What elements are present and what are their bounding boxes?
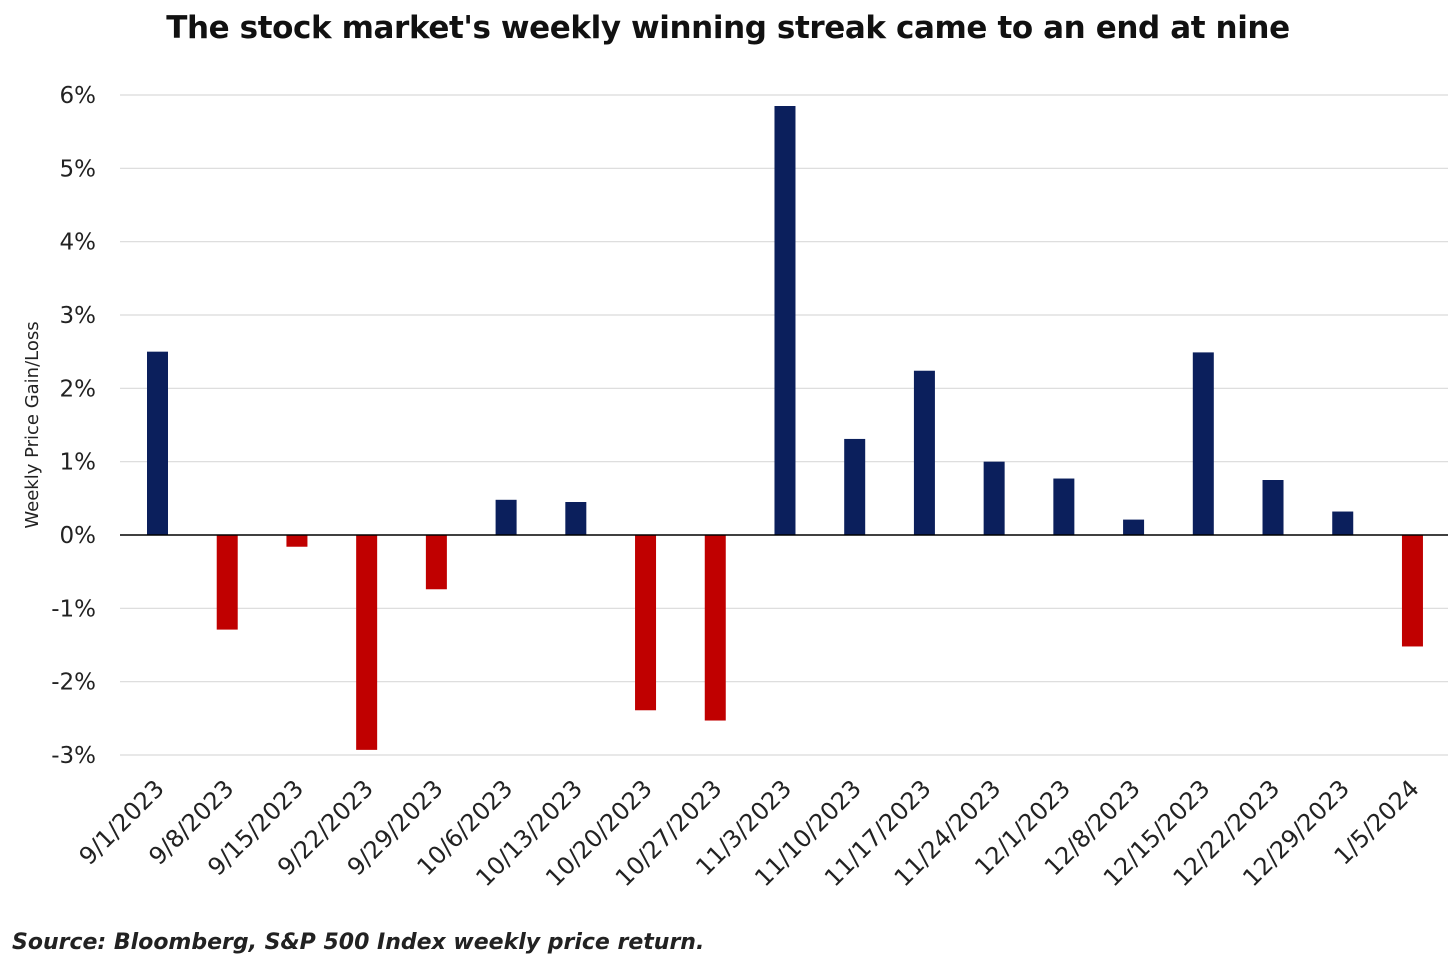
bar [635,535,657,711]
bar [286,535,308,547]
y-tick-label: 1% [60,450,97,476]
bar [1332,511,1354,535]
y-axis-title: Weekly Price Gain/Loss [22,321,43,528]
y-tick-label: 2% [60,376,97,402]
bar [1053,478,1075,535]
bar [565,502,587,535]
y-tick-label: 4% [60,230,97,256]
bar [1123,519,1145,535]
bar [147,351,168,535]
bar [425,535,447,590]
bar [1401,535,1423,647]
y-tick-label: 0% [60,523,97,549]
bar [844,438,866,535]
bar [704,535,726,721]
bar [983,461,1005,535]
bar [774,106,796,535]
x-axis-ticks: 9/1/20239/8/20239/15/20239/22/20239/29/2… [74,774,1425,892]
source-note: Source: Bloomberg, S&P 500 Index weekly … [12,930,705,955]
bar [1192,352,1214,535]
y-tick-label: -1% [51,596,96,622]
y-tick-label: 3% [60,303,97,329]
y-tick-label: 5% [60,156,97,182]
y-tick-label: -2% [51,670,96,696]
bar [216,535,238,630]
bar [913,370,935,535]
chart-title: The stock market's weekly winning streak… [166,10,1290,46]
y-tick-label: -3% [51,743,96,769]
bar [1262,480,1284,535]
y-tick-label: 6% [60,83,97,109]
bar-chart: 6% 5% 4% 3% 2% 1% 0% -1% -2% -3% 9/1/20239/8/2023… [22,83,1448,892]
bars [147,106,1423,750]
bar [495,499,517,535]
bar [356,535,378,750]
y-axis-ticks: 6% 5% 4% 3% 2% 1% 0% -1% -2% -3% [51,83,96,769]
